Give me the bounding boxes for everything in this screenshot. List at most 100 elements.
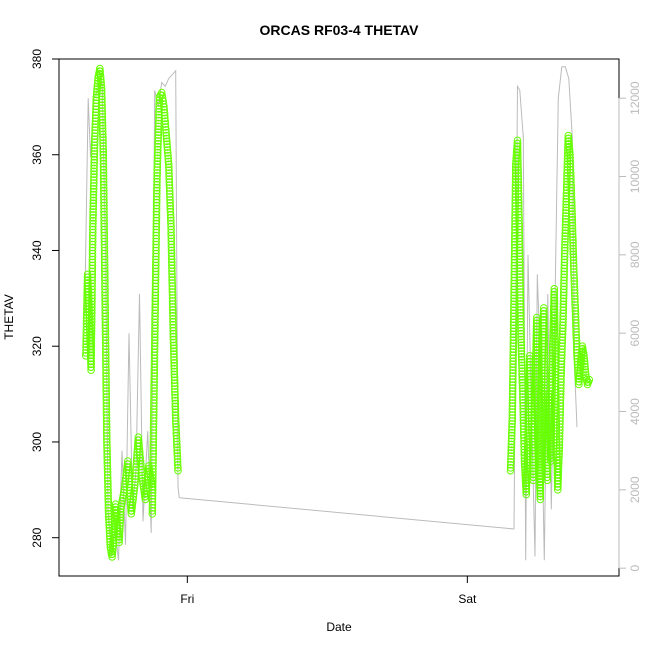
data-point: [566, 153, 574, 162]
data-point: [158, 94, 167, 103]
data-point: [100, 198, 108, 207]
data-point: [552, 403, 560, 412]
data-point: [541, 375, 549, 384]
data-point: [537, 413, 546, 422]
data-point: [167, 237, 176, 246]
data-point: [135, 445, 144, 453]
data-point: [150, 405, 158, 413]
data-point: [104, 483, 112, 491]
data-point: [517, 338, 526, 347]
data-point: [541, 378, 549, 387]
data-point: [100, 210, 108, 219]
data-point: [89, 219, 97, 228]
data-point: [148, 483, 157, 491]
chart-title: ORCAS RF03-4 THETAV: [260, 22, 420, 38]
data-point: [568, 221, 577, 230]
data-point: [160, 105, 168, 114]
data-point: [100, 252, 109, 261]
data-point: [98, 110, 107, 118]
data-point: [561, 243, 569, 252]
data-point: [551, 320, 559, 329]
data-point: [555, 441, 564, 449]
data-point: [533, 381, 542, 390]
data-point: [547, 413, 556, 422]
x-axis: Fri Sat: [180, 576, 477, 606]
data-point: [514, 181, 523, 189]
data-point: [508, 425, 516, 434]
data-point: [561, 240, 569, 249]
data-point: [168, 264, 176, 273]
data-point: [168, 291, 177, 299]
data-point: [536, 486, 545, 495]
data-point: [566, 150, 574, 159]
data-point: [89, 182, 98, 190]
data-point: [551, 335, 559, 344]
data-point: [533, 355, 542, 363]
data-point: [560, 258, 569, 267]
data-point: [519, 416, 528, 425]
data-point: [566, 148, 574, 156]
data-point: [99, 174, 108, 183]
data-point: [550, 296, 559, 305]
data-point: [90, 138, 99, 146]
data-point: [160, 111, 169, 120]
data-point: [165, 163, 173, 172]
data-point: [152, 219, 161, 228]
data-point: [87, 333, 96, 342]
data-point: [102, 423, 111, 431]
data-point: [533, 373, 542, 381]
data-point: [88, 300, 96, 309]
data-point: [170, 347, 178, 356]
data-point: [151, 267, 160, 276]
data-point: [540, 333, 549, 342]
data-point: [100, 231, 109, 240]
data-point: [89, 196, 98, 205]
data-point: [560, 276, 568, 285]
data-point: [102, 363, 110, 372]
data-point: [540, 330, 549, 339]
data-point: [537, 425, 546, 433]
data-point: [572, 337, 581, 345]
data-point: [516, 291, 525, 299]
data-point: [105, 521, 113, 529]
data-point: [138, 477, 147, 485]
data-point: [519, 419, 528, 428]
data-point: [87, 315, 96, 324]
data-point: [572, 325, 580, 333]
data-point: [165, 184, 174, 192]
data-point: [90, 147, 99, 155]
data-point: [540, 345, 549, 354]
data-point: [164, 154, 172, 163]
data-point: [102, 378, 110, 386]
data-point: [154, 134, 162, 142]
data-point: [102, 411, 111, 419]
data-point: [167, 234, 176, 243]
data-point: [509, 333, 518, 342]
data-point: [576, 367, 584, 375]
data-point: [91, 117, 100, 125]
data-point: [559, 303, 568, 312]
data-point: [550, 311, 559, 320]
data-point: [534, 393, 542, 402]
data-point: [533, 375, 542, 384]
data-point: [554, 462, 563, 470]
data-point: [93, 88, 101, 96]
data-point: [569, 236, 577, 244]
data-point: [151, 279, 160, 288]
data-point: [550, 317, 559, 326]
data-point: [151, 330, 159, 339]
data-point: [91, 135, 99, 143]
data-point: [93, 85, 101, 93]
data-point: [557, 369, 566, 377]
data-point: [566, 156, 575, 165]
data-point: [171, 382, 179, 390]
data-point: [515, 199, 523, 207]
data-point: [112, 503, 120, 512]
data-point: [89, 199, 98, 208]
data-point: [567, 174, 575, 183]
data-point: [127, 510, 136, 518]
data-point: [560, 252, 569, 261]
data-point: [115, 535, 123, 544]
data-point: [154, 145, 162, 154]
data-point: [509, 354, 517, 363]
